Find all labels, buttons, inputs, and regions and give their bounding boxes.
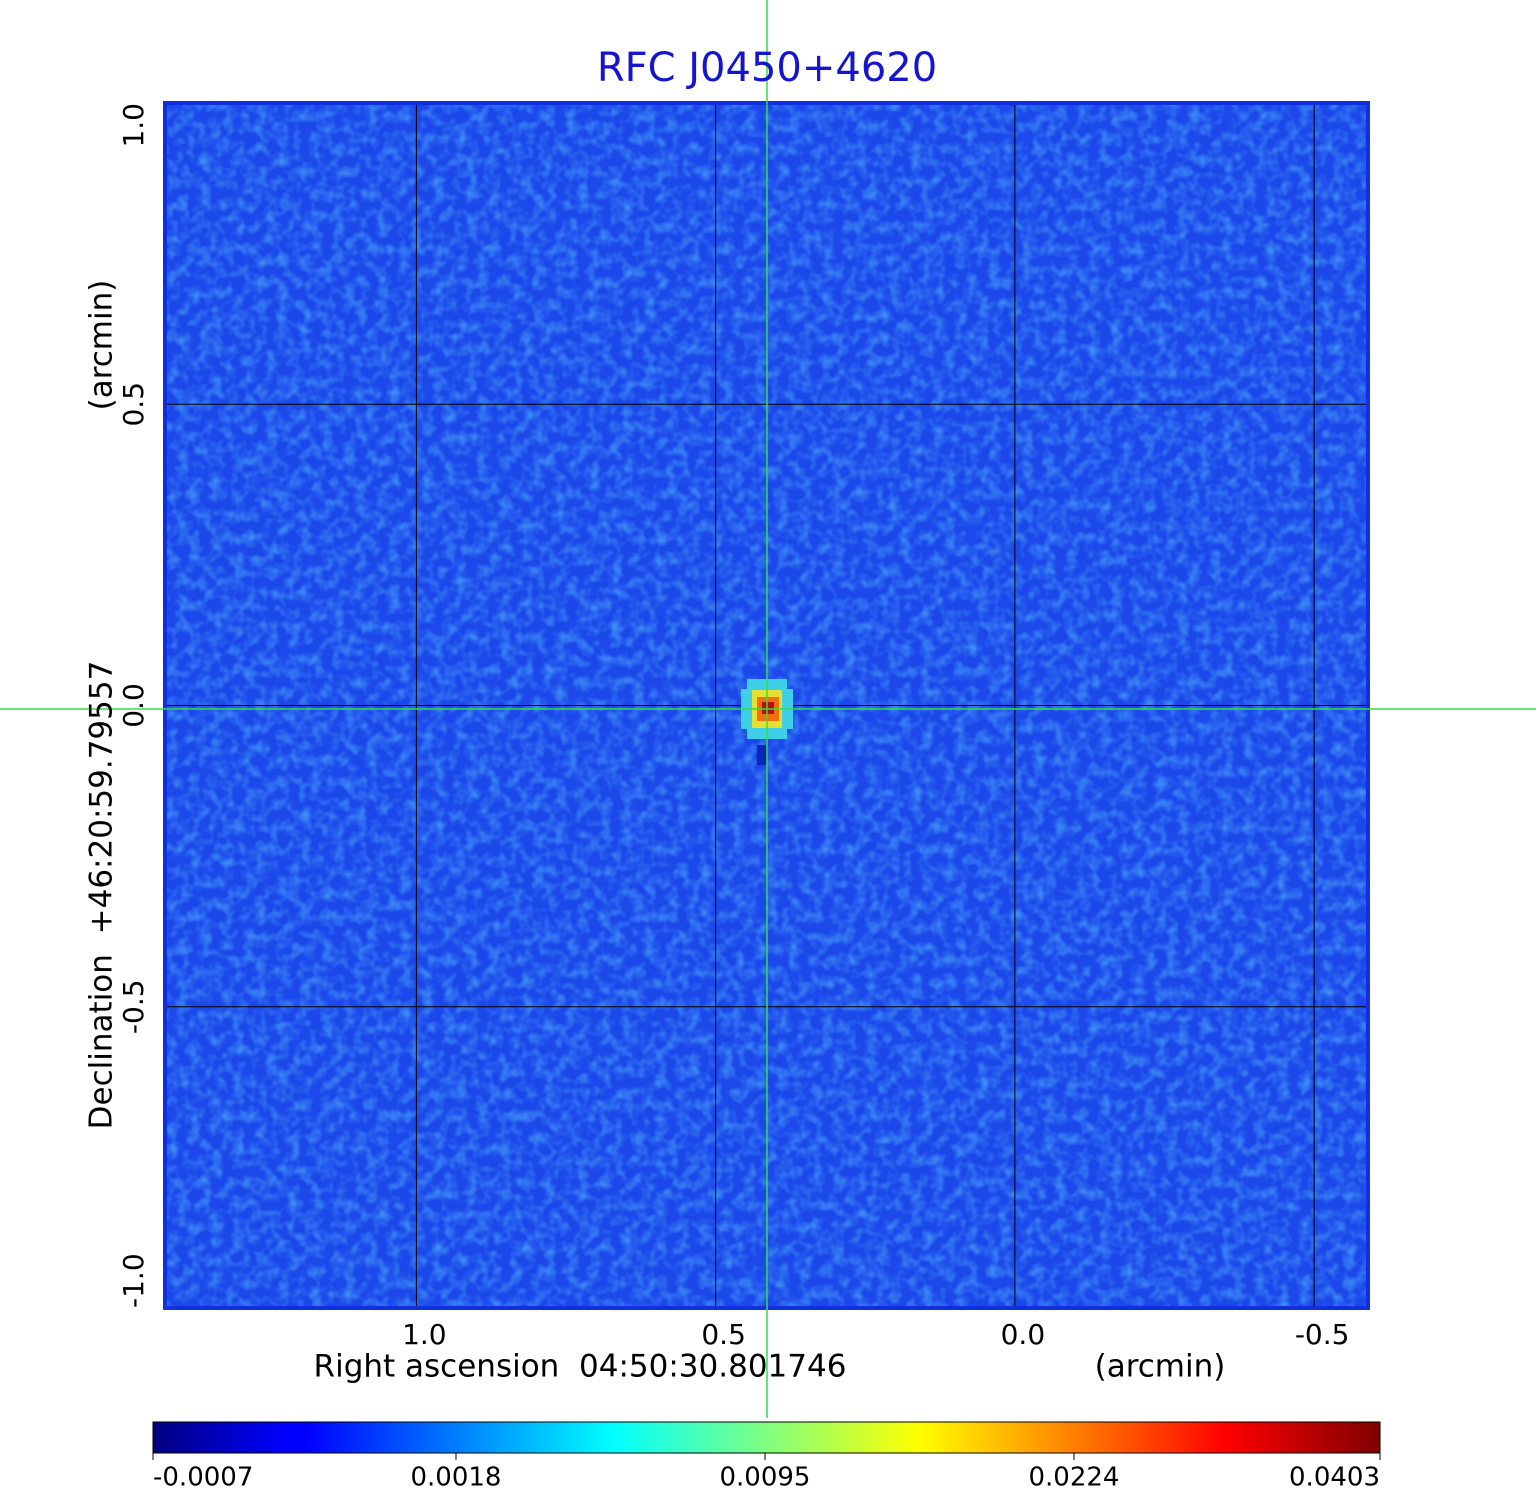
colorbar-tick-label: -0.0007	[153, 1463, 253, 1493]
y-tick-label: 0.5	[117, 382, 150, 427]
x-tick-label: 1.0	[402, 1318, 447, 1351]
y-tick-label: -0.5	[117, 979, 150, 1034]
y-tick-label: 1.0	[117, 103, 150, 148]
colorbar	[152, 1421, 1381, 1454]
y-axis-label: Declination +46:20:59.79557	[84, 661, 120, 1130]
colorbar-tick-label: 0.0018	[410, 1463, 501, 1493]
x-tick-label: 0.5	[701, 1318, 746, 1351]
chart-title: RFC J0450+4620	[597, 45, 937, 91]
x-tick-label: 0.0	[1001, 1318, 1046, 1351]
y-axis-unit: (arcmin)	[84, 280, 120, 411]
colorbar-tick-label: 0.0403	[1289, 1463, 1380, 1493]
colorbar-tick-label: 0.0224	[1029, 1463, 1120, 1493]
source-sidelobe	[757, 745, 767, 765]
y-tick-label: 0.0	[117, 683, 150, 728]
x-axis-unit: (arcmin)	[1095, 1349, 1226, 1385]
source-peak	[762, 702, 774, 714]
x-tick-label: -0.5	[1295, 1318, 1350, 1351]
y-tick-label: -1.0	[117, 1253, 150, 1308]
x-axis-label: Right ascension 04:50:30.801746	[314, 1349, 847, 1385]
colorbar-tick-label: 0.0095	[720, 1463, 811, 1493]
